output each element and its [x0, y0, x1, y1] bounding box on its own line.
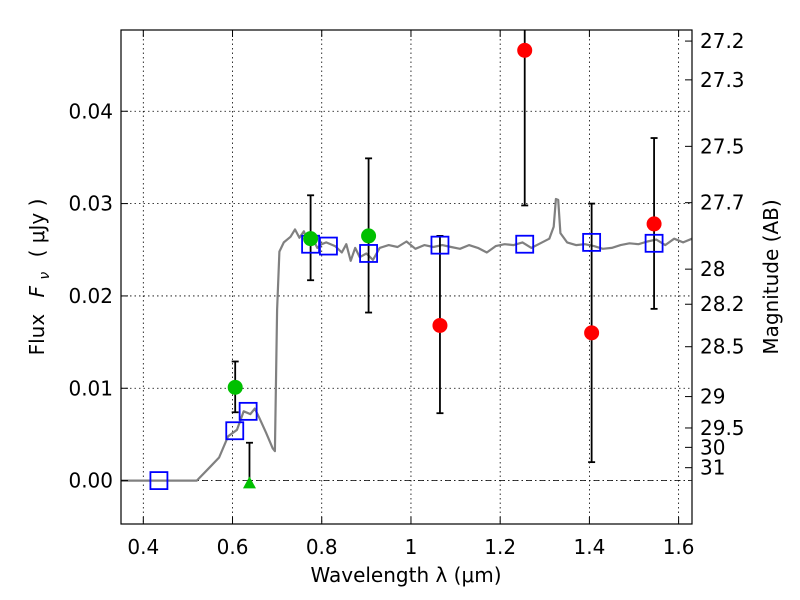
data-points	[149, 42, 664, 491]
detection-green-point	[361, 228, 377, 244]
detection-red-point	[646, 216, 662, 232]
y2-tick-label: 29	[700, 385, 725, 409]
model-photometry-square	[319, 236, 338, 256]
detection-red-point	[432, 317, 448, 333]
model-spectrum	[121, 197, 693, 482]
y-axis-label: Flux F ν ( μJy )	[25, 199, 54, 356]
model-spectrum-line	[121, 197, 693, 482]
plot-frame	[120, 29, 693, 525]
y2-tick-label: 27.5	[700, 134, 745, 158]
model-photometry-square	[238, 401, 258, 421]
y2-tick-label: 29.5	[700, 416, 745, 440]
axis-ticks: 0.4 0.6 0.8 1 1.2 1.4 1.6 0.00 0.01 0.02 0.03 0.04 2…	[68, 29, 744, 559]
y2-tick-label: 27.2	[700, 29, 745, 53]
model-photometry-square	[644, 233, 664, 253]
y2-tick-label: 28	[700, 257, 725, 281]
model-photometry-square	[149, 471, 169, 491]
detection-green-point	[303, 231, 319, 247]
y2-tick-label: 31	[700, 456, 725, 480]
upper-limit-triangle	[242, 476, 256, 489]
y-tick-label: 0.03	[68, 192, 113, 216]
detection-red-point	[584, 325, 600, 341]
y2-tick-label: 30	[700, 435, 725, 459]
y-tick-label: 0.01	[68, 376, 113, 400]
x-tick-label: 0.6	[217, 535, 249, 559]
y-axis-label-prefix: Flux	[25, 314, 49, 356]
y2-tick-label: 28.5	[700, 335, 745, 359]
y2-axis-label: Magnitude (AB)	[759, 199, 783, 354]
y2-tick-label: 27.3	[700, 68, 745, 92]
model-photometry-square	[430, 235, 450, 255]
y-tick-label: 0.00	[68, 469, 113, 493]
y-axis-label-symbol: F	[25, 285, 49, 297]
detection-red-point	[517, 42, 533, 58]
x-tick-label: 1.4	[573, 535, 605, 559]
x-tick-label: 0.4	[127, 535, 159, 559]
x-tick-label: 0.8	[306, 535, 338, 559]
detection-green-point	[227, 379, 243, 395]
x-tick-label: 1.6	[663, 535, 695, 559]
grid-lines	[121, 30, 692, 524]
x-axis-label: Wavelength λ (μm)	[310, 563, 501, 587]
y-tick-label: 0.04	[68, 99, 113, 123]
y-axis-label-subscript: ν	[37, 272, 53, 280]
x-tick-label: 1.2	[484, 535, 516, 559]
model-photometry-square	[582, 232, 602, 252]
x-tick-label: 1	[405, 535, 418, 559]
y2-tick-label: 27.7	[700, 191, 745, 215]
y-axis-label-units: ( μJy )	[25, 199, 49, 258]
y2-tick-label: 28.2	[700, 292, 745, 316]
y-tick-label: 0.02	[68, 284, 113, 308]
model-photometry-square	[515, 234, 535, 254]
model-photometry-square	[359, 244, 378, 263]
error-bars	[231, 30, 658, 484]
model-photometry-square	[225, 421, 245, 441]
